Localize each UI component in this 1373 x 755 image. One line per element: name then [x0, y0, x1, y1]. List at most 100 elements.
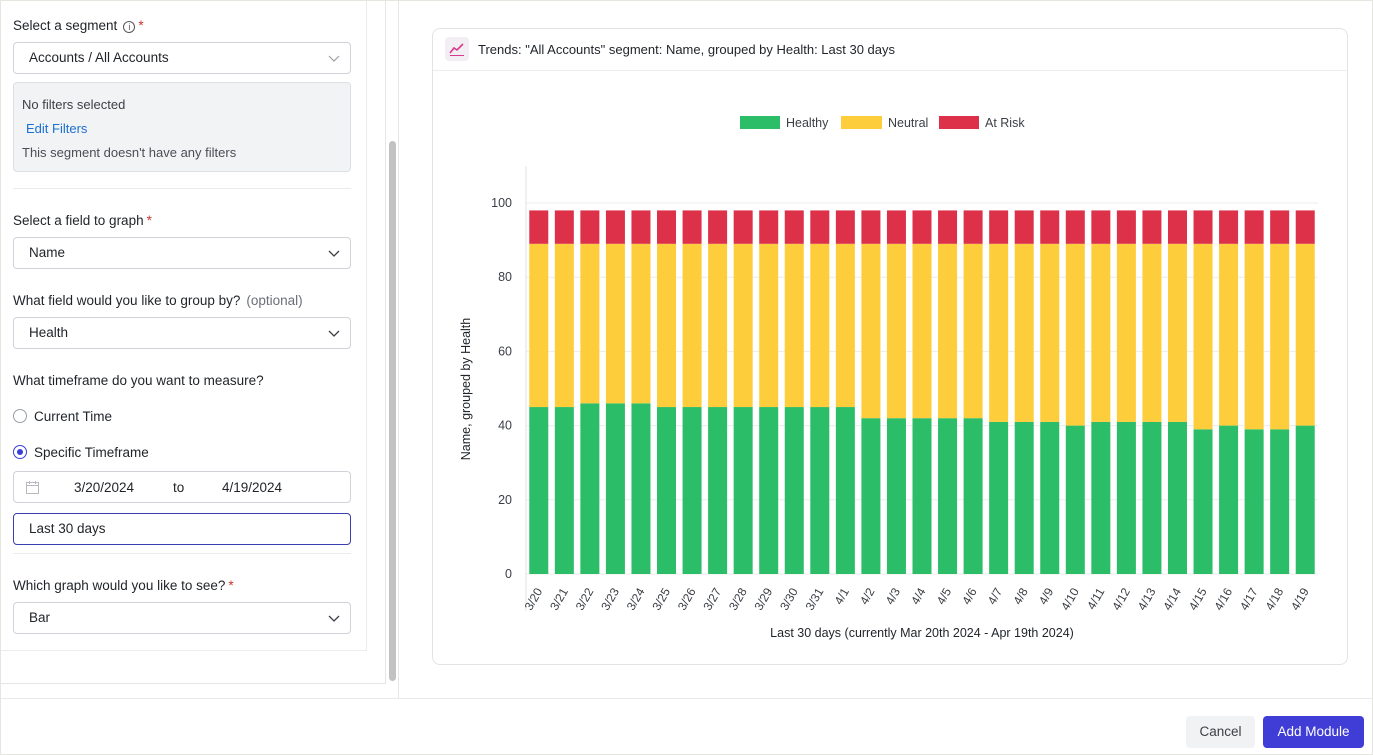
bar-segment-healthy [1219, 425, 1239, 574]
x-tick-label: 4/3 [883, 585, 904, 607]
chevron-down-icon [328, 250, 340, 257]
legend-swatch [841, 116, 882, 129]
optional-tag: (optional) [246, 293, 303, 308]
group-label-text: What field would you like to group by? [13, 293, 241, 308]
cancel-button[interactable]: Cancel [1186, 716, 1255, 748]
edit-filters-link[interactable]: Edit Filters [26, 121, 88, 136]
x-tick-label: 4/1 [831, 585, 852, 607]
bar-segment-at-risk [938, 210, 958, 244]
bar-segment-healthy [1244, 429, 1264, 574]
group-select-value: Health [29, 325, 69, 340]
y-tick-label: 60 [498, 344, 512, 358]
x-tick-label: 4/10 [1058, 585, 1082, 613]
empty-filters-text: This segment doesn't have any filters [22, 145, 237, 160]
bar-segment-at-risk [784, 210, 804, 244]
segment-label-text: Select a segment [13, 18, 118, 33]
y-tick-label: 40 [498, 419, 512, 433]
bar-segment-neutral [912, 243, 932, 419]
bar-segment-at-risk [529, 210, 549, 244]
chart-card-title: Trends: "All Accounts" segment: Name, gr… [478, 42, 896, 57]
bar-segment-neutral [759, 243, 779, 408]
bar-segment-at-risk [989, 210, 1009, 244]
radio-current-time[interactable]: Current Time [13, 409, 112, 424]
add-module-button[interactable]: Add Module [1263, 716, 1364, 748]
info-icon[interactable]: i [123, 21, 136, 33]
x-tick-label: 3/28 [726, 585, 750, 613]
trend-line-icon [445, 37, 469, 61]
bar-segment-neutral [1295, 243, 1315, 426]
bar-segment-at-risk [810, 210, 830, 244]
required-mark: * [146, 213, 152, 228]
group-select[interactable]: Health [13, 317, 351, 349]
bar-segment-healthy [708, 407, 728, 574]
bar-segment-at-risk [963, 210, 983, 244]
bar-segment-healthy [835, 407, 855, 574]
legend-label: Healthy [786, 116, 829, 130]
bar-segment-healthy [912, 418, 932, 574]
bar-segment-neutral [554, 243, 574, 408]
bar-segment-at-risk [1091, 210, 1111, 244]
bar-segment-at-risk [1244, 210, 1264, 244]
bar-segment-neutral [1014, 243, 1034, 422]
graph-type-select[interactable]: Bar [13, 602, 351, 634]
radio-label: Current Time [34, 409, 113, 424]
bar-segment-at-risk [1040, 210, 1060, 244]
required-mark: * [138, 18, 144, 33]
x-tick-label: 4/19 [1288, 585, 1312, 613]
radio-specific-timeframe[interactable]: Specific Timeframe [13, 445, 149, 460]
field-select[interactable]: Name [13, 237, 351, 269]
date-range-picker[interactable]: 3/20/2024 to 4/19/2024 [13, 471, 351, 503]
bar-segment-healthy [1142, 421, 1162, 574]
bar-segment-healthy [1014, 421, 1034, 574]
bar-segment-at-risk [631, 210, 651, 244]
bar-segment-healthy [1065, 425, 1085, 574]
bar-segment-neutral [1065, 243, 1085, 426]
bar-segment-neutral [1193, 243, 1213, 430]
chart-card-header: Trends: "All Accounts" segment: Name, gr… [433, 29, 1347, 71]
x-tick-label: 4/8 [1010, 585, 1031, 607]
bar-segment-at-risk [708, 210, 728, 244]
timeframe-label: What timeframe do you want to measure? [13, 373, 264, 388]
field-label: Select a field to graph * [13, 213, 152, 228]
bar-segment-neutral [861, 243, 881, 419]
bar-segment-neutral [886, 243, 906, 419]
config-panel: Select a segment i * Accounts / All Accoun… [1, 1, 386, 684]
bar-segment-neutral [1116, 243, 1136, 422]
legend-swatch [740, 116, 780, 129]
bar-segment-healthy [1167, 421, 1187, 574]
x-tick-label: 3/31 [803, 585, 827, 613]
bar-segment-healthy [810, 407, 830, 574]
range-preset-input[interactable]: Last 30 days [13, 513, 351, 545]
bar-segment-at-risk [1014, 210, 1034, 244]
bar-segment-healthy [682, 407, 702, 574]
bar-segment-at-risk [580, 210, 600, 244]
bar-segment-neutral [835, 243, 855, 408]
range-preset-value: Last 30 days [29, 521, 106, 536]
graph-type-label: Which graph would you like to see? * [13, 578, 234, 593]
modal-footer: Cancel Add Module [1, 698, 1372, 754]
bar-segment-neutral [989, 243, 1009, 422]
bar-segment-healthy [886, 418, 906, 574]
config-form: Select a segment i * Accounts / All Accoun… [1, 1, 367, 651]
bar-segment-neutral [657, 243, 677, 408]
bar-segment-at-risk [1270, 210, 1290, 244]
segment-select[interactable]: Accounts / All Accounts [13, 42, 351, 74]
field-select-value: Name [29, 245, 66, 260]
scrollbar-thumb[interactable] [389, 141, 396, 681]
bar-segment-healthy [631, 403, 651, 574]
bar-segment-healthy [784, 407, 804, 574]
bar-segment-at-risk [1065, 210, 1085, 244]
bar-segment-healthy [759, 407, 779, 574]
bar-segment-at-risk [886, 210, 906, 244]
bar-segment-healthy [580, 403, 600, 574]
chart-card: Trends: "All Accounts" segment: Name, gr… [432, 28, 1348, 665]
bar-segment-at-risk [554, 210, 574, 244]
end-date-input[interactable]: 4/19/2024 [222, 480, 283, 495]
required-mark: * [228, 578, 234, 593]
x-axis-title: Last 30 days (currently Mar 20th 2024 - … [770, 626, 1074, 640]
bar-segment-healthy [1295, 425, 1315, 574]
start-date-input[interactable]: 3/20/2024 [74, 480, 135, 495]
x-tick-label: 4/17 [1237, 585, 1261, 613]
bar-segment-neutral [1270, 243, 1290, 430]
